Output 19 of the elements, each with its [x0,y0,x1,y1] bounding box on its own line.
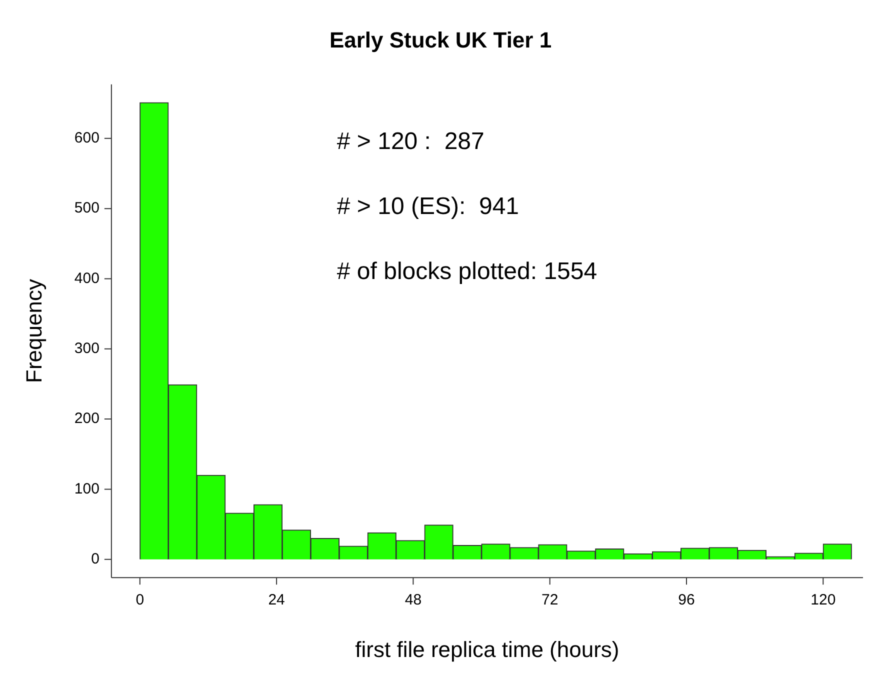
y-tick-label: 500 [74,200,100,217]
x-tick-label: 24 [268,592,285,609]
annotation: # > 10 (ES): 941 [336,193,520,220]
y-axis-title: Frequency [21,279,46,383]
y-tick-label: 0 [91,550,100,568]
x-tick-label: 96 [678,592,695,609]
annotation: # > 120 : 287 [336,128,484,156]
x-tick-label: 0 [136,592,144,609]
x-axis-title: first file replica time (hours) [355,636,620,662]
x-tick-label: 72 [542,592,558,609]
x-tick-label: 48 [404,592,422,609]
y-tick-label: 600 [74,130,100,147]
x-tick-label: 120 [810,592,836,609]
chart-title: Early Stuck UK Tier 1 [329,27,552,52]
y-tick-label: 400 [74,270,100,287]
y-tick-label: 200 [74,410,100,428]
annotation: # of blocks plotted: 1554 [336,258,598,286]
y-tick-label: 100 [74,480,100,498]
y-tick-label: 300 [74,340,100,358]
